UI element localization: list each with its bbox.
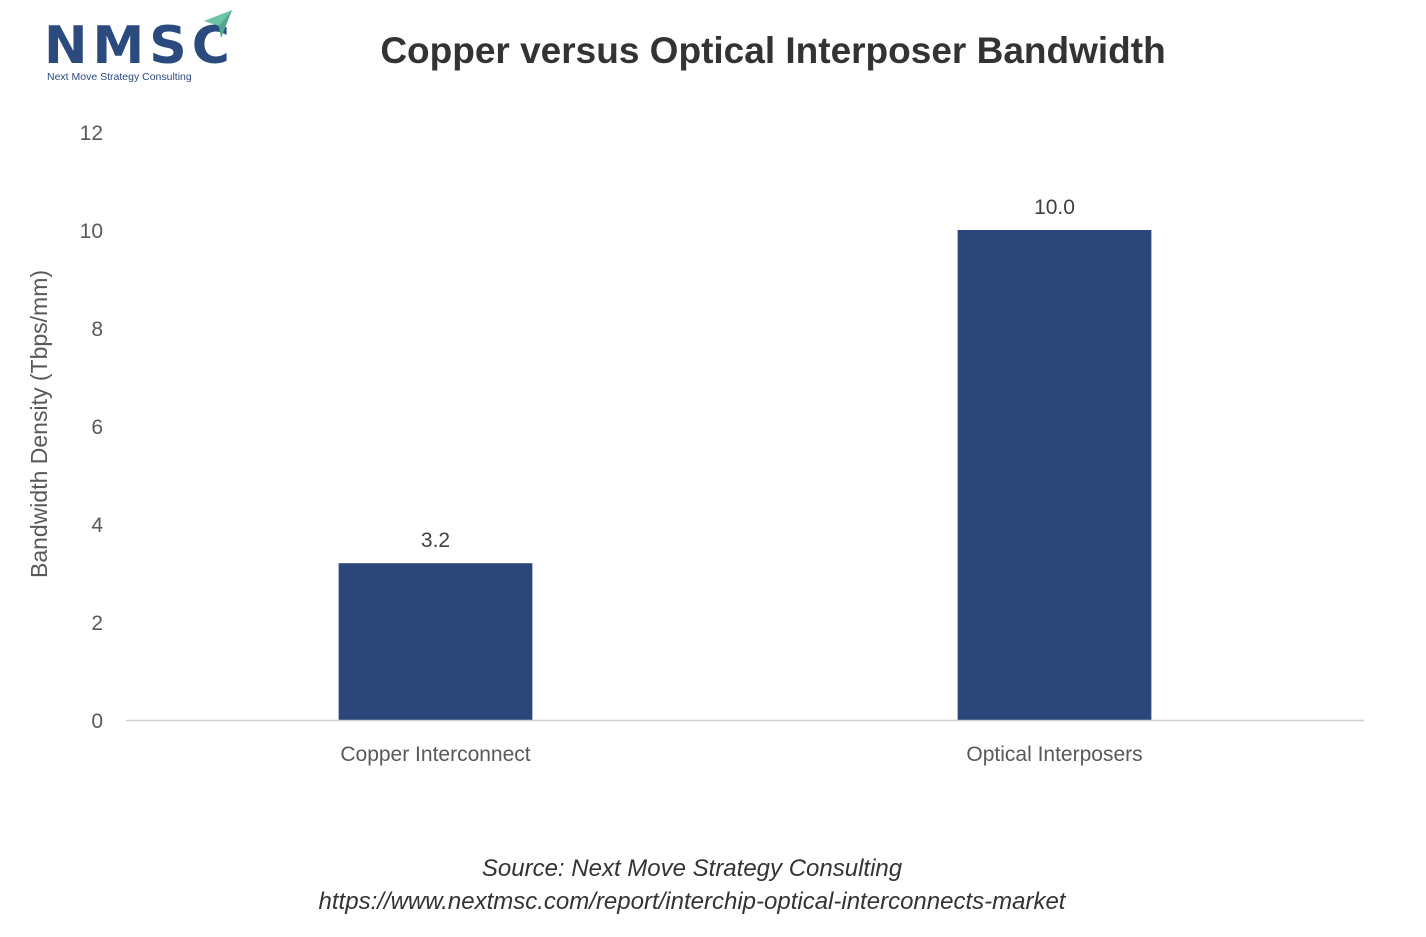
y-tick-label: 12	[80, 122, 103, 145]
bar-chart: 0 2 4 6 8 10 12 Bandwidth Density (Tbps/mm) 3.2 C…	[26, 122, 1364, 766]
data-label: 3.2	[421, 529, 450, 552]
y-tick-label: 6	[91, 416, 103, 439]
y-tick-label: 4	[91, 514, 103, 537]
y-tick-label: 8	[91, 318, 103, 341]
bar	[957, 230, 1152, 720]
data-label: 10.0	[1034, 196, 1075, 219]
logo-tagline: Next Move Strategy Consulting	[47, 71, 192, 83]
y-axis-label: Bandwidth Density (Tbps/mm)	[26, 270, 52, 578]
bar	[338, 563, 533, 720]
chart-title: Copper versus Optical Interposer Bandwid…	[380, 30, 1166, 71]
brand-logo: NMSC Next Move Strategy Consulting	[44, 8, 244, 88]
source-line: Source: Next Move Strategy Consulting	[481, 855, 903, 882]
source-url: https://www.nextmsc.com/report/interchip…	[318, 888, 1066, 915]
y-tick-label: 0	[91, 710, 103, 733]
x-tick-label: Copper Interconnect	[340, 743, 530, 766]
x-tick-label: Optical Interposers	[966, 743, 1142, 766]
logo-wordmark: NMSC	[44, 16, 235, 76]
y-tick-label: 10	[80, 220, 103, 243]
logo-arrow-icon	[204, 10, 232, 38]
y-tick-label: 2	[91, 612, 103, 635]
